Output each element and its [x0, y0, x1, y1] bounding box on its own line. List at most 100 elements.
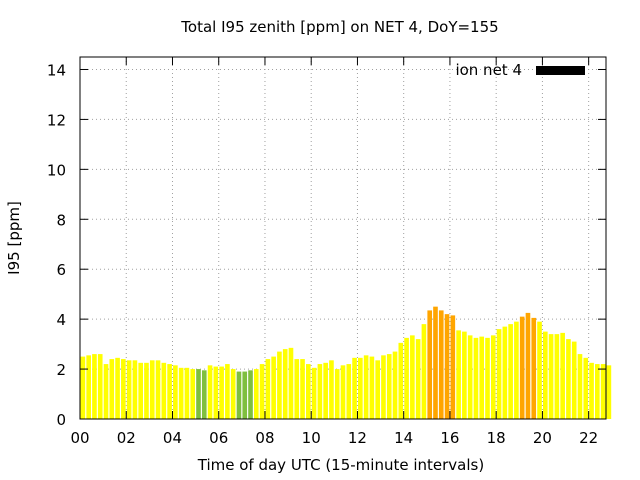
x-tick-label: 20: [533, 429, 552, 447]
bar: [306, 364, 311, 419]
bar: [265, 359, 271, 419]
bar: [490, 335, 496, 419]
bar: [427, 310, 433, 419]
x-tick-label: 04: [163, 429, 182, 447]
bar: [606, 365, 612, 419]
bar: [415, 339, 421, 419]
bar: [600, 364, 606, 419]
bar: [358, 357, 363, 419]
x-tick-label: 08: [255, 429, 274, 447]
bar: [144, 362, 149, 419]
bar: [537, 321, 542, 419]
x-axis-label: Time of day UTC (15-minute intervals): [197, 456, 484, 474]
bar: [173, 365, 178, 419]
y-tick-label: 8: [56, 211, 66, 229]
x-tick-label: 14: [394, 429, 413, 447]
x-tick-label: 18: [487, 429, 506, 447]
bar: [583, 357, 589, 419]
y-tick-label: 14: [47, 61, 66, 79]
bar: [531, 317, 537, 419]
bar: [155, 360, 161, 419]
bar: [92, 354, 97, 419]
x-tick-label: 16: [440, 429, 459, 447]
bar: [485, 337, 490, 419]
x-tick-label: 06: [209, 429, 228, 447]
bar: [121, 359, 126, 419]
bar: [230, 369, 236, 419]
bar: [462, 331, 467, 419]
x-tick-label: 12: [348, 429, 367, 447]
bar: [329, 360, 334, 419]
bar: [542, 331, 548, 419]
bar: [201, 370, 207, 419]
legend-swatch: [536, 66, 585, 75]
y-tick-label: 0: [56, 411, 66, 429]
bar: [236, 371, 242, 419]
bar: [80, 356, 86, 419]
bar: [213, 366, 219, 419]
bar: [109, 359, 115, 419]
bar: [340, 365, 346, 419]
bar: [277, 351, 282, 419]
bar: [225, 364, 230, 419]
bar: [589, 362, 594, 419]
bar: [456, 330, 461, 419]
bar: [519, 316, 525, 419]
bar: [282, 349, 288, 419]
bar: [248, 370, 253, 419]
bar: [178, 367, 184, 419]
bar: [149, 360, 155, 419]
bar: [479, 336, 485, 419]
bar: [97, 354, 103, 419]
chart-title: Total I95 zenith [ppm] on NET 4, DoY=155: [180, 18, 498, 36]
bar: [132, 360, 138, 419]
bar: [467, 335, 473, 419]
bar: [502, 326, 508, 419]
bar: [363, 355, 369, 419]
bar: [369, 356, 375, 419]
bar: [271, 356, 276, 419]
bar: [207, 365, 213, 419]
bar: [196, 369, 201, 419]
bar: [86, 355, 91, 419]
bar: [548, 334, 554, 419]
bar: [352, 357, 357, 419]
y-tick-label: 4: [56, 311, 66, 329]
bars: [80, 306, 612, 419]
bar: [253, 369, 259, 419]
bar: [514, 321, 519, 419]
bar: [259, 364, 265, 419]
bar: [115, 357, 120, 419]
y-tick-label: 12: [47, 111, 66, 129]
bar: [392, 351, 398, 419]
legend: ion net 4: [455, 61, 585, 79]
bar: [300, 359, 305, 419]
bar: [317, 364, 323, 419]
bar: [398, 342, 404, 419]
bar: [571, 341, 577, 419]
bar: [444, 314, 450, 419]
bar: [311, 367, 317, 419]
bar: [346, 364, 352, 419]
x-tick-label: 00: [70, 429, 89, 447]
x-tick-label: 22: [579, 429, 598, 447]
bar: [496, 329, 502, 419]
bar: [184, 367, 190, 419]
bar: [577, 354, 583, 419]
bar: [566, 339, 571, 419]
grid: [80, 57, 606, 419]
bar: [190, 369, 196, 419]
bar: [450, 315, 456, 419]
bar: [525, 312, 531, 419]
bar: [433, 306, 438, 419]
bar: [386, 354, 392, 419]
legend-label: ion net 4: [455, 61, 522, 79]
y-tick-label: 2: [56, 361, 66, 379]
bar: [126, 360, 132, 419]
y-tick-label: 10: [47, 161, 66, 179]
bar: [560, 332, 565, 419]
bar: [508, 324, 513, 419]
bar: [242, 371, 248, 419]
bar: [138, 362, 144, 419]
bar: [375, 360, 380, 419]
